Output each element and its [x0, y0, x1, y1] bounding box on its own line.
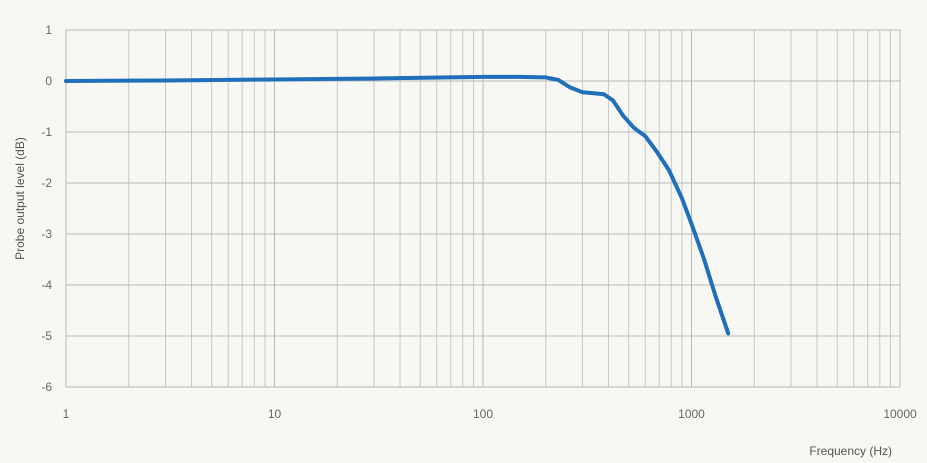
- series-line-1: [64, 74, 731, 336]
- y-tick-label: -5: [41, 329, 52, 343]
- labels: Probe output level (dB) Frequency (Hz) 1…: [13, 23, 917, 458]
- y-tick-label: 1: [45, 23, 52, 37]
- y-tick-label: -1: [41, 125, 52, 139]
- x-axis-title: Frequency (Hz): [809, 444, 892, 458]
- axes: [65, 30, 900, 388]
- x-tick-label: 1000: [678, 407, 705, 421]
- y-tick-label: 0: [45, 74, 52, 88]
- x-tick-label: 10000: [883, 407, 917, 421]
- y-axis-title: Probe output level (dB): [13, 137, 27, 260]
- series-layer: [64, 74, 731, 336]
- x-tick-label: 10: [268, 407, 282, 421]
- y-tick-label: -6: [41, 380, 52, 394]
- y-tick-label: -4: [41, 278, 52, 292]
- x-tick-label: 100: [473, 407, 493, 421]
- grid: [65, 29, 901, 388]
- y-tick-label: -3: [41, 227, 52, 241]
- x-tick-label: 1: [63, 407, 70, 421]
- y-tick-label: -2: [41, 176, 52, 190]
